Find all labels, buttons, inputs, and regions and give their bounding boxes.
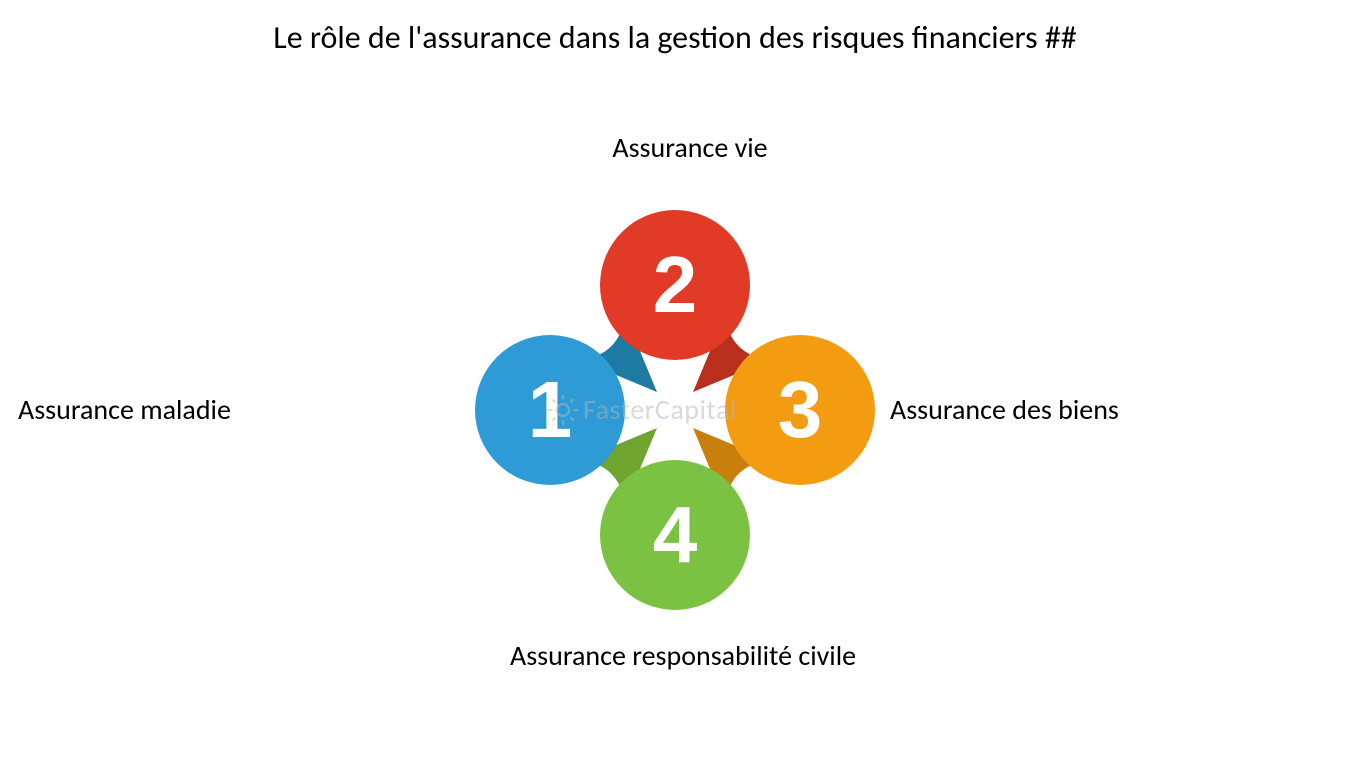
node-4-circle: 4 <box>600 460 750 610</box>
node-4-number: 4 <box>653 489 698 581</box>
node-3-circle: 3 <box>725 335 875 485</box>
node-3-label: Assurance des biens <box>890 392 1119 427</box>
node-4-label: Assurance responsabilité civile <box>510 638 870 673</box>
node-1-label: Assurance maladie <box>18 392 231 427</box>
node-3-number: 3 <box>778 364 823 456</box>
node-2-label: Assurance vie <box>540 130 840 165</box>
node-2-circle: 2 <box>600 210 750 360</box>
page-title: Le rôle de l'assurance dans la gestion d… <box>0 18 1350 57</box>
node-2-number: 2 <box>653 239 698 331</box>
watermark-gear-icon <box>545 392 581 428</box>
